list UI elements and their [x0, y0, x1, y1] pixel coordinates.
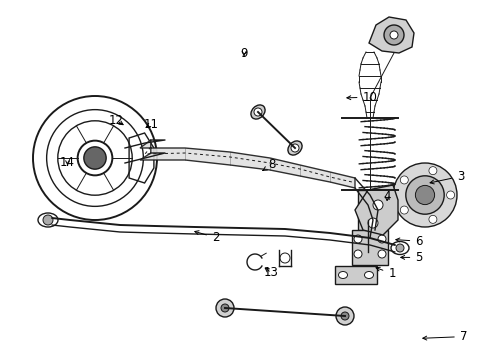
- Circle shape: [84, 147, 106, 169]
- Text: 12: 12: [109, 114, 124, 127]
- Circle shape: [280, 253, 290, 263]
- Circle shape: [221, 304, 229, 312]
- Circle shape: [384, 25, 404, 45]
- Circle shape: [354, 235, 362, 243]
- Text: 13: 13: [264, 266, 279, 279]
- Circle shape: [390, 31, 398, 39]
- Text: 9: 9: [240, 47, 248, 60]
- Text: 5: 5: [401, 251, 423, 264]
- Circle shape: [341, 312, 349, 320]
- Polygon shape: [140, 140, 355, 188]
- Circle shape: [336, 307, 354, 325]
- Ellipse shape: [365, 271, 373, 279]
- Polygon shape: [355, 185, 398, 235]
- Text: 8: 8: [263, 158, 276, 171]
- Ellipse shape: [288, 141, 302, 155]
- Text: 4: 4: [383, 190, 391, 203]
- Circle shape: [429, 167, 437, 175]
- Ellipse shape: [339, 271, 347, 279]
- Circle shape: [378, 250, 386, 258]
- Circle shape: [400, 176, 408, 184]
- Polygon shape: [369, 17, 414, 53]
- Circle shape: [216, 299, 234, 317]
- Circle shape: [361, 213, 375, 227]
- Circle shape: [361, 245, 375, 259]
- Text: 14: 14: [60, 156, 75, 169]
- FancyBboxPatch shape: [358, 190, 382, 230]
- Circle shape: [291, 144, 299, 152]
- Circle shape: [406, 176, 444, 214]
- Circle shape: [364, 229, 382, 247]
- Circle shape: [368, 218, 378, 228]
- Circle shape: [354, 250, 362, 258]
- Text: 11: 11: [144, 118, 158, 131]
- Circle shape: [396, 244, 404, 252]
- Circle shape: [446, 191, 455, 199]
- Circle shape: [369, 234, 377, 242]
- FancyBboxPatch shape: [352, 230, 388, 265]
- Circle shape: [373, 200, 383, 210]
- Circle shape: [416, 185, 435, 204]
- Text: 3: 3: [430, 170, 465, 184]
- Circle shape: [43, 215, 53, 225]
- Text: 1: 1: [376, 267, 396, 280]
- Text: 10: 10: [347, 91, 377, 104]
- FancyBboxPatch shape: [335, 266, 377, 284]
- Text: 6: 6: [396, 235, 423, 248]
- Text: 2: 2: [195, 231, 220, 244]
- Circle shape: [400, 206, 408, 214]
- Circle shape: [365, 217, 371, 223]
- Circle shape: [429, 215, 437, 223]
- Circle shape: [365, 249, 371, 255]
- Text: 7: 7: [423, 330, 467, 343]
- Circle shape: [393, 163, 457, 227]
- Circle shape: [378, 235, 386, 243]
- Ellipse shape: [251, 105, 265, 119]
- Circle shape: [254, 108, 262, 116]
